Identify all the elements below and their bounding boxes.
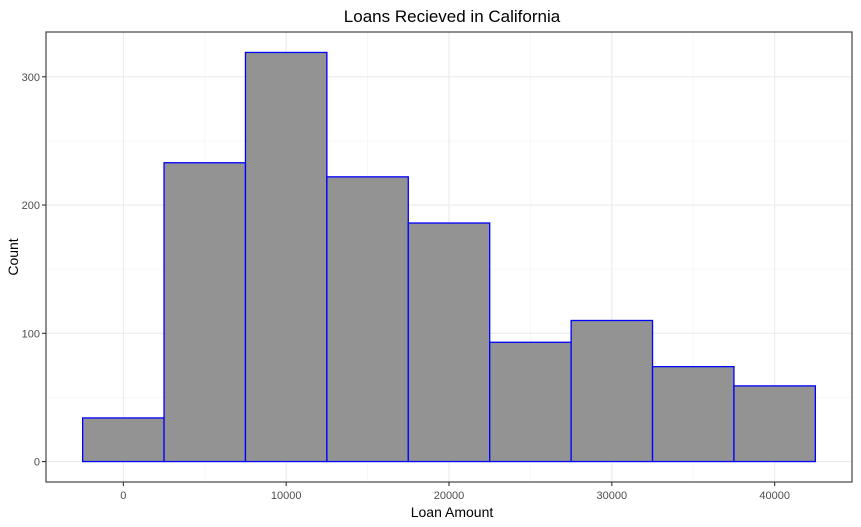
x-axis-label: Loan Amount: [411, 504, 494, 520]
y-tick-label: 100: [22, 328, 40, 340]
x-tick-label: 30000: [597, 490, 628, 502]
y-axis-label: Count: [5, 238, 21, 275]
x-tick-label: 40000: [759, 490, 790, 502]
histogram-bars: [81, 51, 817, 463]
histogram-bar: [244, 51, 328, 463]
histogram-bar: [733, 385, 817, 463]
y-tick-label: 200: [22, 200, 40, 212]
y-tick-label: 300: [22, 72, 40, 84]
histogram-bar: [407, 222, 491, 463]
histogram-bar: [326, 176, 409, 463]
x-tick-label: 10000: [271, 490, 302, 502]
histogram-bar: [570, 319, 654, 463]
histogram-bar: [651, 365, 735, 463]
histogram-bar: [489, 341, 572, 463]
histogram-bar: [81, 417, 165, 463]
y-tick-label: 0: [34, 457, 40, 469]
x-tick-label: 0: [120, 490, 126, 502]
axis-ticks: 0 10000 20000 30000 40000 0 100 200 300: [22, 72, 790, 502]
histogram-bar: [163, 162, 247, 463]
x-tick-label: 20000: [434, 490, 465, 502]
chart-title: Loans Recieved in California: [344, 7, 561, 26]
